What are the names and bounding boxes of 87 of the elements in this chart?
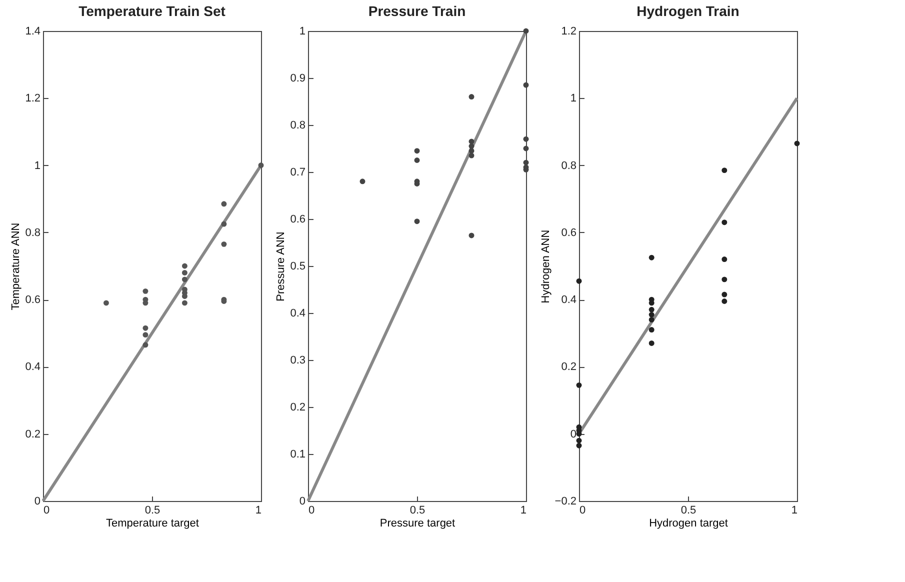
point (258, 162, 264, 168)
y-tick-label: 0.5 (290, 260, 306, 272)
y-tick-label: 0.8 (290, 120, 306, 132)
x-tick-label: 0.5 (144, 504, 160, 516)
x-tick-label: 1 (791, 504, 798, 516)
y-tick-label: 0.4 (290, 308, 306, 320)
x-tick-label: 1 (520, 504, 526, 516)
point (142, 325, 148, 331)
point (468, 152, 474, 158)
point (576, 382, 582, 388)
point (182, 263, 188, 269)
point (648, 254, 654, 260)
point (182, 276, 188, 282)
point (648, 327, 654, 333)
point (182, 270, 188, 276)
point (794, 140, 800, 146)
y-axis-title: Pressure ANN (275, 232, 288, 302)
y-tick-label: 1 (299, 26, 306, 38)
chart-title: Temperature Train Set (78, 3, 226, 19)
point (576, 442, 582, 448)
point (648, 316, 654, 322)
x-tick-label: 0.5 (680, 504, 696, 516)
point (468, 232, 474, 238)
y-tick-label: 0.4 (561, 294, 576, 306)
y-tick-label: 0.6 (290, 214, 306, 226)
point (523, 136, 529, 142)
point (722, 168, 728, 174)
y-tick-label: 0.6 (561, 226, 576, 239)
point (576, 278, 582, 284)
y-tick-label: 1 (34, 160, 40, 172)
chart-title: Hydrogen Train (636, 3, 740, 19)
x-tick-label: 0 (308, 504, 315, 516)
chart-title: Pressure Train (368, 3, 466, 19)
x-tick-label: 0 (580, 504, 586, 516)
y-tick-label: 0.9 (290, 72, 306, 84)
x-axis-title: Temperature target (106, 518, 199, 530)
x-tick-label: 0 (44, 504, 50, 516)
y-tick-label: 1.2 (561, 26, 576, 38)
point (576, 438, 582, 444)
point (182, 300, 188, 306)
point (414, 148, 420, 154)
point (722, 276, 728, 282)
point (142, 342, 148, 348)
y-tick-label: 0.2 (25, 428, 40, 440)
y-axis-title: Hydrogen ANN (540, 230, 552, 304)
point (360, 178, 366, 184)
y-tick-label: 0.7 (290, 166, 306, 178)
x-axis-title: Hydrogen target (649, 518, 728, 530)
point (414, 218, 420, 224)
y-tick-label: 0.4 (25, 361, 40, 374)
y-tick-label: 0 (34, 496, 40, 508)
x-axis-title: Pressure target (380, 518, 456, 530)
point (648, 312, 654, 318)
point (648, 340, 654, 346)
point (722, 220, 728, 226)
y-tick-label: 0 (570, 428, 576, 440)
y-tick-label: 0.1 (290, 448, 306, 460)
point (722, 256, 728, 262)
y-tick-label: 0.8 (561, 160, 576, 172)
y-tick-label: 0 (299, 496, 306, 508)
point (221, 221, 227, 227)
y-tick-label: −0.2 (554, 496, 576, 508)
y-tick-label: 0.3 (290, 354, 306, 366)
x-tick-label: 1 (255, 504, 262, 516)
point (523, 146, 529, 152)
point (468, 148, 474, 154)
point (103, 300, 109, 306)
y-tick-label: 0.8 (25, 226, 40, 239)
y-tick-label: 0.2 (561, 361, 576, 374)
point (221, 201, 227, 207)
point (523, 28, 529, 34)
y-axis-title: Temperature ANN (10, 222, 22, 310)
point (523, 82, 529, 88)
point (142, 288, 148, 294)
point (142, 332, 148, 338)
point (722, 298, 728, 304)
point (648, 306, 654, 312)
point (414, 158, 420, 163)
y-tick-label: 0.2 (290, 402, 306, 414)
point (722, 292, 728, 298)
point (468, 94, 474, 100)
point (221, 241, 227, 247)
x-tick-label: 0.5 (410, 504, 426, 516)
y-tick-label: 1 (570, 92, 576, 105)
y-tick-label: 0.6 (25, 294, 40, 306)
y-tick-label: 1.2 (25, 92, 40, 105)
y-tick-label: 1.4 (25, 26, 40, 38)
